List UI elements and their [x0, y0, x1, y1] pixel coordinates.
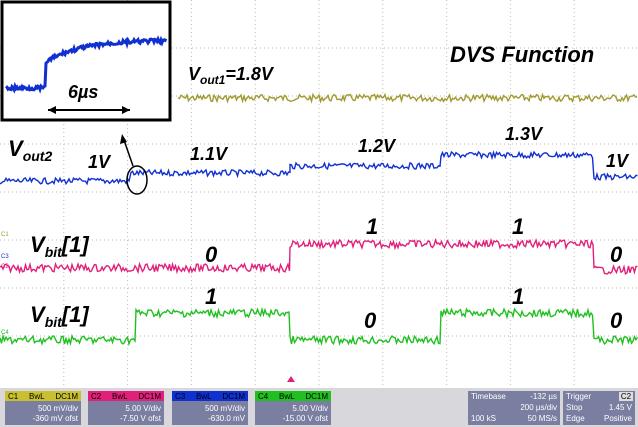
- bit: 0: [610, 308, 623, 333]
- sub: bit: [45, 314, 63, 330]
- scope-screen: 6µs DVS Function Vout1=1.8V Vout2 1V 1.1…: [0, 0, 638, 427]
- level: 1V: [88, 152, 112, 172]
- channel-flags: BwL: [196, 392, 212, 401]
- channel-coupling: DC1M: [222, 392, 245, 401]
- inset-box: [2, 2, 170, 120]
- timebase-label: Timebase: [471, 392, 506, 401]
- inset-label: 6µs: [68, 82, 98, 102]
- channel-flags: BwL: [279, 392, 295, 401]
- channel-scale: 500 mV/div: [38, 404, 78, 413]
- level: 1V: [606, 151, 630, 171]
- trigger-type: Edge: [566, 414, 585, 423]
- title: DVS Function: [450, 42, 594, 67]
- channel-scale: 500 mV/div: [205, 404, 245, 413]
- channel-scale: 5.00 V/div: [292, 404, 328, 413]
- marker: C2: [1, 264, 9, 270]
- level: 1.2V: [358, 136, 397, 156]
- channel-offset: -15.00 V ofst: [283, 414, 329, 423]
- channel-flags: BwL: [112, 392, 128, 401]
- channel-name: C2: [91, 392, 102, 401]
- level: 1.3V: [505, 124, 544, 144]
- channel-offset: -360 mV ofst: [33, 414, 79, 423]
- trigger-label: Trigger: [566, 392, 591, 401]
- timebase-delay: -132 µs: [530, 392, 557, 401]
- channel-name: C1: [8, 392, 19, 401]
- sub: bit: [45, 244, 63, 260]
- channel-coupling: DC1M: [305, 392, 328, 401]
- timebase-samples: 100 kS: [471, 414, 496, 423]
- channel-scale: 5.00 V/div: [125, 404, 161, 413]
- channel-offset: -7.50 V ofst: [120, 414, 162, 423]
- marker: C1: [1, 232, 9, 238]
- marker: C4: [1, 330, 9, 336]
- bit: 1: [205, 284, 217, 309]
- level: 1.1V: [190, 144, 229, 164]
- bit: 1: [366, 214, 378, 239]
- trigger-slope: Positive: [604, 414, 633, 423]
- timebase-scale: 200 µs/div: [520, 403, 557, 412]
- trigger-level: 1.45 V: [609, 403, 633, 412]
- bit: 0: [364, 308, 377, 333]
- bit: 0: [205, 242, 218, 267]
- bit: 1: [512, 214, 524, 239]
- rest: =1.8V: [225, 64, 275, 84]
- channel-coupling: DC1M: [55, 392, 78, 401]
- channel-offset: -630.0 mV: [208, 414, 246, 423]
- channel-name: C4: [258, 392, 269, 401]
- sub: out1: [200, 73, 226, 87]
- sub: out2: [23, 148, 53, 164]
- bit: 1: [512, 284, 524, 309]
- channel-name: C3: [175, 392, 186, 401]
- marker: C3: [1, 254, 9, 260]
- rest: [1]: [61, 302, 90, 327]
- channel-coupling: DC1M: [138, 392, 161, 401]
- trigger-mode: Stop: [566, 403, 583, 412]
- trigger-source: C2: [621, 392, 632, 401]
- rest: [1]: [61, 232, 90, 257]
- channel-flags: BwL: [29, 392, 45, 401]
- timebase-rate: 50 MS/s: [528, 414, 557, 423]
- bit: 0: [610, 242, 623, 267]
